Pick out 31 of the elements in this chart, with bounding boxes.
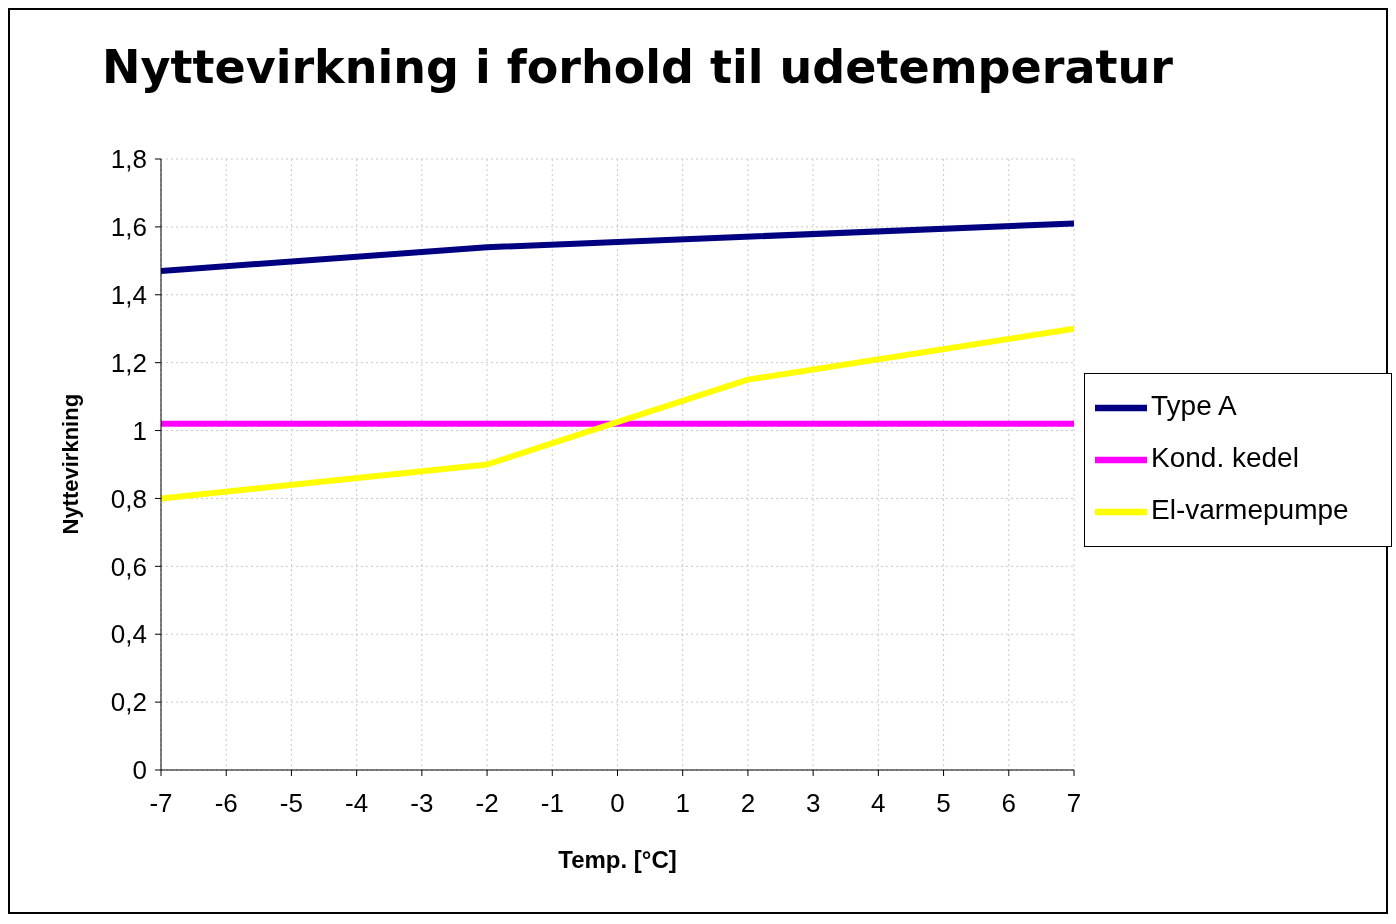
x-tick-label: -4: [345, 788, 369, 819]
y-tick-label: 1: [132, 415, 147, 446]
x-tick-label: 5: [936, 788, 951, 819]
x-tick-label: -2: [475, 788, 499, 819]
x-tick-label: 1: [675, 788, 690, 819]
legend-label: El-varmepumpe: [1151, 494, 1349, 526]
x-tick-label: 3: [805, 788, 821, 819]
y-tick-label: 0,8: [110, 483, 147, 514]
x-tick-label: 4: [871, 788, 886, 819]
x-tick-label: 6: [1001, 788, 1017, 819]
legend-label: Kond. kedel: [1151, 442, 1299, 474]
y-tick-label: 1,6: [110, 212, 147, 243]
chart-title: Nyttevirkning i forhold til udetemperatur: [102, 40, 1173, 94]
y-tick-label: 0,2: [110, 687, 147, 718]
x-tick-label: -1: [540, 788, 564, 819]
y-tick-label: 0,6: [110, 551, 147, 582]
x-tick-label: 2: [740, 788, 756, 819]
y-tick-label: 1,2: [110, 347, 147, 378]
x-tick-label: -6: [214, 788, 238, 819]
y-tick-label: 1,8: [110, 144, 147, 175]
y-tick-label: 0: [132, 755, 147, 786]
x-tick-label: -5: [279, 788, 303, 819]
y-tick-label: 0,4: [110, 619, 147, 650]
x-tick-label: -3: [410, 788, 434, 819]
y-tick-label: 1,4: [110, 280, 147, 311]
legend-label: Type A: [1151, 390, 1237, 422]
x-tick-label: 7: [1066, 788, 1082, 819]
x-tick-label: -7: [149, 788, 173, 819]
y-axis-title: Nyttevirkning: [57, 393, 83, 535]
x-axis-title: Temp. [°C]: [558, 846, 677, 873]
x-tick-label: 0: [610, 788, 625, 819]
